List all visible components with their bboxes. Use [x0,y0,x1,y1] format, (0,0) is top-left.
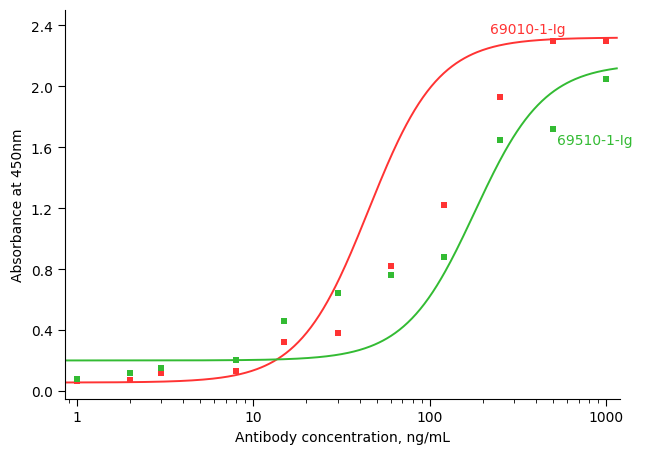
Text: 69510-1-Ig: 69510-1-Ig [558,134,633,148]
Point [231,357,242,364]
Point [156,369,166,376]
Point [548,126,558,133]
Point [125,369,135,376]
Point [439,254,449,261]
Point [332,290,343,298]
Point [548,38,558,45]
Point [156,364,166,372]
Point [231,368,242,375]
Point [385,263,396,270]
Point [280,339,290,346]
Point [601,38,611,45]
Point [280,318,290,325]
Point [72,378,83,385]
Y-axis label: Absorbance at 450nm: Absorbance at 450nm [11,128,25,282]
Point [495,136,505,144]
Point [72,375,83,383]
Point [125,377,135,384]
Point [332,330,343,337]
Point [495,94,505,101]
Point [385,272,396,279]
Point [601,76,611,83]
X-axis label: Antibody concentration, ng/mL: Antibody concentration, ng/mL [235,430,450,444]
Point [439,202,449,209]
Text: 69010-1-Ig: 69010-1-Ig [490,23,566,37]
